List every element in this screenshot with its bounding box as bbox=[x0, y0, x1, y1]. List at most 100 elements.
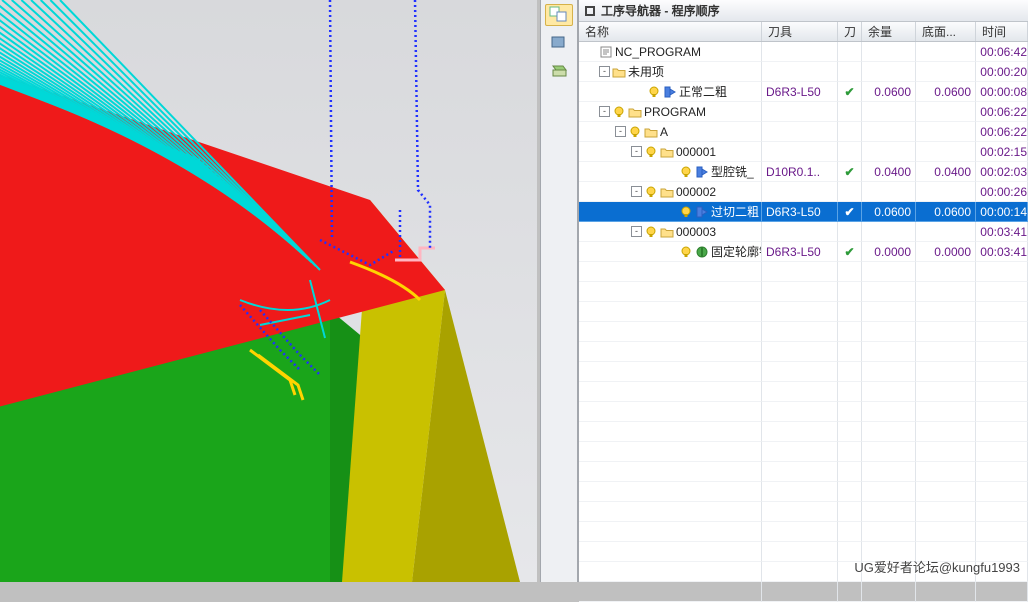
cell-remain: 0.0000 bbox=[862, 242, 916, 262]
op-blue-icon bbox=[695, 205, 709, 219]
table-row[interactable]: 固定轮廓铣D6R3-L50✔0.00000.000000:03:41 bbox=[579, 242, 1028, 262]
cell-time: 00:02:03 bbox=[976, 162, 1028, 182]
cell-check bbox=[838, 222, 862, 242]
cell-bottom: 0.0600 bbox=[916, 82, 976, 102]
cell-check bbox=[838, 102, 862, 122]
table-row[interactable]: -00000200:00:26 bbox=[579, 182, 1028, 202]
cell-tool: D6R3-L50 bbox=[762, 242, 838, 262]
col-toolchg[interactable]: 刀 bbox=[838, 22, 862, 41]
cell-check bbox=[838, 142, 862, 162]
col-name[interactable]: 名称 bbox=[579, 22, 762, 41]
watermark-text: UG爱好者论坛@kungfu1993 bbox=[854, 557, 1020, 576]
cell-remain bbox=[862, 102, 916, 122]
row-label: PROGRAM bbox=[644, 105, 706, 119]
cell-bottom bbox=[916, 142, 976, 162]
cell-bottom bbox=[916, 42, 976, 62]
cell-remain bbox=[862, 222, 916, 242]
table-row bbox=[579, 282, 1028, 302]
col-tool[interactable]: 刀具 bbox=[762, 22, 838, 41]
cell-check bbox=[838, 62, 862, 82]
cell-check: ✔ bbox=[838, 202, 862, 222]
op-blue-icon bbox=[663, 85, 677, 99]
row-label: 型腔铣_ bbox=[711, 163, 754, 180]
folder-icon bbox=[612, 65, 626, 79]
grid-body[interactable]: NC_PROGRAM00:06:42-未用项00:00:20正常二粗 D6R3-L… bbox=[579, 42, 1028, 582]
cell-bottom: 0.0000 bbox=[916, 242, 976, 262]
toolstrip-btn-3[interactable] bbox=[545, 60, 573, 82]
tree-twist[interactable]: - bbox=[631, 186, 642, 197]
table-row bbox=[579, 402, 1028, 422]
cell-tool bbox=[762, 142, 838, 162]
op-blue-icon bbox=[695, 165, 709, 179]
bulb-icon bbox=[628, 125, 642, 139]
tree-twist[interactable]: - bbox=[615, 126, 626, 137]
cell-time: 00:00:14 bbox=[976, 202, 1028, 222]
table-row[interactable]: - 000001 00:02:15 bbox=[579, 142, 1028, 162]
row-label: 000002 bbox=[676, 185, 716, 199]
table-row[interactable]: -00000300:03:41 bbox=[579, 222, 1028, 242]
table-row[interactable]: -A00:06:22 bbox=[579, 122, 1028, 142]
table-row[interactable]: -PROGRAM00:06:22 bbox=[579, 102, 1028, 122]
operation-grid[interactable]: 名称 刀具 刀 余量 底面... 时间 NC_PROGRAM00:06:42-未… bbox=[579, 22, 1028, 582]
folder-icon bbox=[628, 105, 642, 119]
row-label: 000001 bbox=[676, 145, 716, 159]
table-row bbox=[579, 422, 1028, 442]
col-time[interactable]: 时间 bbox=[976, 22, 1028, 41]
op-green-icon bbox=[695, 245, 709, 259]
bulb-icon bbox=[679, 205, 693, 219]
cell-tool bbox=[762, 102, 838, 122]
cell-time: 00:02:15 bbox=[976, 142, 1028, 162]
cell-time: 00:03:41 bbox=[976, 242, 1028, 262]
cell-tool: D6R3-L50 bbox=[762, 82, 838, 102]
tree-twist[interactable]: - bbox=[631, 146, 642, 157]
table-row bbox=[579, 522, 1028, 542]
tree-twist[interactable]: - bbox=[599, 106, 610, 117]
toolstrip-btn-1[interactable] bbox=[545, 4, 573, 26]
row-label: 固定轮廓铣 bbox=[711, 243, 762, 260]
table-row[interactable]: 正常二粗D6R3-L50✔0.06000.060000:00:08 bbox=[579, 82, 1028, 102]
folder-icon bbox=[660, 185, 674, 199]
cell-tool bbox=[762, 42, 838, 62]
bulb-icon bbox=[612, 105, 626, 119]
cell-remain: 0.0400 bbox=[862, 162, 916, 182]
vertical-toolstrip bbox=[540, 0, 578, 582]
cell-check: ✔ bbox=[838, 82, 862, 102]
cell-remain bbox=[862, 182, 916, 202]
row-label: 过切二粗 bbox=[711, 203, 759, 220]
row-label: 正常二粗 bbox=[679, 83, 727, 100]
col-bottom[interactable]: 底面... bbox=[916, 22, 976, 41]
table-row[interactable]: 过切二粗D6R3-L50✔0.06000.060000:00:14 bbox=[579, 202, 1028, 222]
cell-check bbox=[838, 182, 862, 202]
cell-check: ✔ bbox=[838, 162, 862, 182]
table-row bbox=[579, 442, 1028, 462]
cell-check: ✔ bbox=[838, 242, 862, 262]
panel-title-text: 工序导航器 - 程序顺序 bbox=[601, 2, 720, 19]
folder-icon bbox=[660, 145, 674, 159]
table-row bbox=[579, 302, 1028, 322]
cell-remain bbox=[862, 42, 916, 62]
cell-bottom bbox=[916, 62, 976, 82]
table-row bbox=[579, 582, 1028, 602]
prog-icon bbox=[599, 45, 613, 59]
cell-time: 00:00:08 bbox=[976, 82, 1028, 102]
cell-time: 00:06:42 bbox=[976, 42, 1028, 62]
toolstrip-btn-2[interactable] bbox=[545, 32, 573, 54]
tree-twist[interactable]: - bbox=[631, 226, 642, 237]
cell-remain bbox=[862, 62, 916, 82]
viewport-3d[interactable] bbox=[0, 0, 537, 582]
cell-bottom: 0.0400 bbox=[916, 162, 976, 182]
bulb-icon bbox=[679, 245, 693, 259]
table-row bbox=[579, 262, 1028, 282]
table-row[interactable]: -未用项00:00:20 bbox=[579, 62, 1028, 82]
table-row[interactable]: NC_PROGRAM00:06:42 bbox=[579, 42, 1028, 62]
bulb-icon bbox=[644, 185, 658, 199]
cell-tool: D6R3-L50 bbox=[762, 202, 838, 222]
tree-twist[interactable]: - bbox=[599, 66, 610, 77]
grid-header[interactable]: 名称 刀具 刀 余量 底面... 时间 bbox=[579, 22, 1028, 42]
bulb-icon bbox=[644, 145, 658, 159]
col-remain[interactable]: 余量 bbox=[862, 22, 916, 41]
bulb-icon bbox=[647, 85, 661, 99]
operation-navigator-panel: 工序导航器 - 程序顺序 名称 刀具 刀 余量 底面... 时间 NC_PROG… bbox=[578, 0, 1028, 582]
table-row[interactable]: 型腔铣_D10R0.1..✔0.04000.040000:02:03 bbox=[579, 162, 1028, 182]
cell-bottom bbox=[916, 122, 976, 142]
